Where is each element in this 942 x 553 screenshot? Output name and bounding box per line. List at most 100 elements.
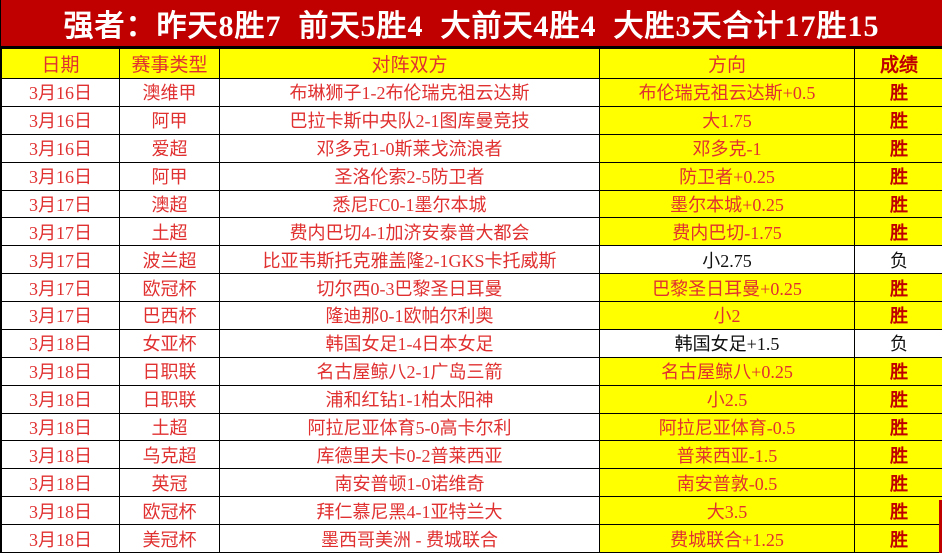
league-cell: 巴西杯	[119, 301, 220, 330]
table-row: 3月17日 土超 费内巴切4-1加济安泰普大都会 费内巴切-1.75 胜	[1, 217, 942, 247]
league-cell: 美冠杯	[119, 524, 220, 553]
match-cell: 阿拉尼亚体育5-0高卡尔利	[219, 412, 600, 442]
result-cell: 胜	[854, 412, 942, 442]
page-background-edge	[939, 500, 942, 553]
date-cell: 3月17日	[1, 217, 120, 247]
match-cell: 拜仁慕尼黑4-1亚特兰大	[219, 496, 600, 525]
table-row: 3月18日 土超 阿拉尼亚体育5-0高卡尔利 阿拉尼亚体育-0.5 胜	[1, 412, 942, 442]
date-cell: 3月18日	[1, 468, 120, 498]
date-cell: 3月18日	[1, 356, 120, 386]
match-cell: 圣洛伦索2-5防卫者	[219, 161, 600, 191]
league-cell: 欧冠杯	[119, 496, 220, 525]
table-row: 3月18日 美冠杯 墨西哥美洲 - 费城联合 费城联合+1.25 胜	[1, 524, 942, 553]
results-table: 日期 赛事类型 对阵双方 方向 成绩 3月16日 澳维甲 布琳狮子1-2布伦瑞克…	[1, 48, 942, 553]
date-cell: 3月18日	[1, 328, 120, 358]
result-cell: 胜	[854, 189, 942, 219]
table-row: 3月18日 欧冠杯 拜仁慕尼黑4-1亚特兰大 大3.5 胜	[1, 496, 942, 525]
match-cell: 库德里夫卡0-2普莱西亚	[219, 440, 600, 470]
direction-cell: 普莱西亚-1.5	[599, 440, 855, 470]
result-cell: 胜	[854, 301, 942, 330]
result-cell: 负	[854, 245, 942, 275]
table-row: 3月17日 巴西杯 隆迪那0-1欧帕尔利奥 小2 胜	[1, 301, 942, 330]
result-cell: 胜	[854, 105, 942, 135]
match-cell: 墨西哥美洲 - 费城联合	[219, 524, 600, 553]
result-cell: 胜	[854, 440, 942, 470]
league-cell: 波兰超	[119, 245, 220, 275]
direction-cell: 邓多克-1	[599, 133, 855, 163]
direction-cell: 费城联合+1.25	[599, 524, 855, 553]
table-row: 3月17日 澳超 悉尼FC0-1墨尔本城 墨尔本城+0.25 胜	[1, 189, 942, 219]
date-cell: 3月16日	[1, 105, 120, 135]
direction-cell: 小2	[599, 301, 855, 330]
league-cell: 欧冠杯	[119, 273, 220, 302]
result-cell: 胜	[854, 384, 942, 414]
result-cell: 胜	[854, 468, 942, 498]
summary-banner: 强者：昨天8胜7 前天5胜4 大前天4胜4 大胜3天合计17胜15	[1, 0, 942, 48]
result-cell: 胜	[854, 78, 942, 107]
match-cell: 名古屋鲸八2-1广岛三箭	[219, 356, 600, 386]
result-cell: 胜	[854, 496, 942, 525]
column-header-match: 对阵双方	[219, 48, 600, 79]
date-cell: 3月17日	[1, 245, 120, 275]
date-cell: 3月17日	[1, 301, 120, 330]
date-cell: 3月17日	[1, 273, 120, 302]
league-cell: 土超	[119, 412, 220, 442]
column-header-result: 成绩	[854, 48, 942, 79]
match-cell: 南安普顿1-0诺维奇	[219, 468, 600, 498]
league-cell: 阿甲	[119, 105, 220, 135]
match-cell: 韩国女足1-4日本女足	[219, 328, 600, 358]
result-cell: 胜	[854, 217, 942, 247]
direction-cell: 小2.5	[599, 384, 855, 414]
table-header-row: 日期 赛事类型 对阵双方 方向 成绩	[1, 48, 942, 79]
match-cell: 邓多克1-0斯莱戈流浪者	[219, 133, 600, 163]
result-cell: 胜	[854, 133, 942, 163]
table-row: 3月16日 阿甲 圣洛伦索2-5防卫者 防卫者+0.25 胜	[1, 161, 942, 191]
league-cell: 英冠	[119, 468, 220, 498]
table-row: 3月18日 日职联 名古屋鲸八2-1广岛三箭 名古屋鲸八+0.25 胜	[1, 356, 942, 386]
league-cell: 土超	[119, 217, 220, 247]
column-header-league: 赛事类型	[119, 48, 220, 79]
match-cell: 悉尼FC0-1墨尔本城	[219, 189, 600, 219]
direction-cell: 防卫者+0.25	[599, 161, 855, 191]
match-cell: 费内巴切4-1加济安泰普大都会	[219, 217, 600, 247]
match-cell: 布琳狮子1-2布伦瑞克祖云达斯	[219, 78, 600, 107]
date-cell: 3月18日	[1, 440, 120, 470]
date-cell: 3月16日	[1, 133, 120, 163]
table-row: 3月16日 阿甲 巴拉卡斯中央队2-1图库曼竞技 大1.75 胜	[1, 105, 942, 135]
direction-cell: 布伦瑞克祖云达斯+0.5	[599, 78, 855, 107]
direction-cell: 韩国女足+1.5	[599, 328, 855, 358]
match-cell: 隆迪那0-1欧帕尔利奥	[219, 301, 600, 330]
match-cell: 切尔西0-3巴黎圣日耳曼	[219, 273, 600, 302]
table-row: 3月16日 爱超 邓多克1-0斯莱戈流浪者 邓多克-1 胜	[1, 133, 942, 163]
match-cell: 浦和红钻1-1柏太阳神	[219, 384, 600, 414]
table-body: 3月16日 澳维甲 布琳狮子1-2布伦瑞克祖云达斯 布伦瑞克祖云达斯+0.5 胜…	[1, 78, 942, 553]
table-row: 3月18日 女亚杯 韩国女足1-4日本女足 韩国女足+1.5 负	[1, 328, 942, 358]
table-row: 3月17日 欧冠杯 切尔西0-3巴黎圣日耳曼 巴黎圣日耳曼+0.25 胜	[1, 273, 942, 302]
table-row: 3月18日 乌克超 库德里夫卡0-2普莱西亚 普莱西亚-1.5 胜	[1, 440, 942, 470]
direction-cell: 阿拉尼亚体育-0.5	[599, 412, 855, 442]
table-row: 3月17日 波兰超 比亚韦斯托克雅盖隆2-1GKS卡托威斯 小2.75 负	[1, 245, 942, 275]
result-cell: 胜	[854, 356, 942, 386]
table-row: 3月16日 澳维甲 布琳狮子1-2布伦瑞克祖云达斯 布伦瑞克祖云达斯+0.5 胜	[1, 78, 942, 107]
date-cell: 3月18日	[1, 524, 120, 553]
summary-banner-title: 强者：昨天8胜7 前天5胜4 大前天4胜4 大胜3天合计17胜15	[63, 10, 880, 43]
league-cell: 日职联	[119, 356, 220, 386]
date-cell: 3月18日	[1, 496, 120, 525]
result-cell: 胜	[854, 161, 942, 191]
direction-cell: 小2.75	[599, 245, 855, 275]
direction-cell: 名古屋鲸八+0.25	[599, 356, 855, 386]
match-cell: 比亚韦斯托克雅盖隆2-1GKS卡托威斯	[219, 245, 600, 275]
column-header-direction: 方向	[599, 48, 855, 79]
league-cell: 澳维甲	[119, 78, 220, 107]
league-cell: 阿甲	[119, 161, 220, 191]
date-cell: 3月18日	[1, 412, 120, 442]
direction-cell: 费内巴切-1.75	[599, 217, 855, 247]
league-cell: 女亚杯	[119, 328, 220, 358]
result-cell: 胜	[854, 273, 942, 302]
direction-cell: 大1.75	[599, 105, 855, 135]
results-table-wrap: 日期 赛事类型 对阵双方 方向 成绩 3月16日 澳维甲 布琳狮子1-2布伦瑞克…	[1, 48, 942, 553]
result-cell: 负	[854, 328, 942, 358]
direction-cell: 南安普敦-0.5	[599, 468, 855, 498]
league-cell: 爱超	[119, 133, 220, 163]
